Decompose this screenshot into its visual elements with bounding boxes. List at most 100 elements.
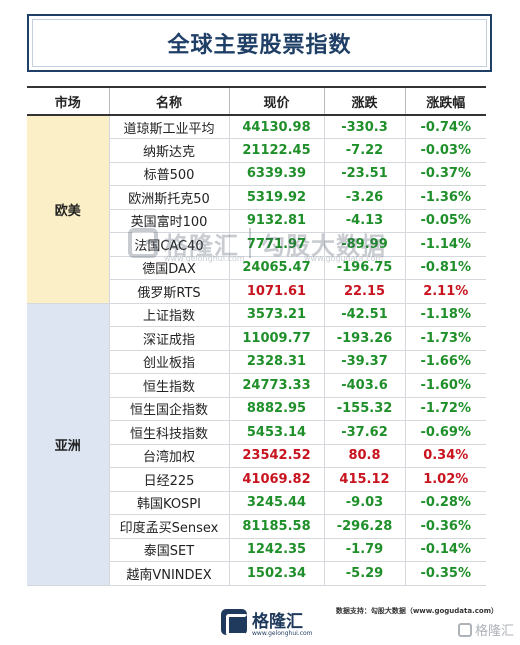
pct-cell: -1.18% [404, 303, 486, 327]
table-row: 恒生指数 24773.33 -403.6 -1.60% [27, 373, 486, 398]
change-cell: 22.15 [323, 279, 405, 304]
change-cell: -330.3 [323, 115, 405, 139]
index-name-cell: 恒生指数 [108, 373, 229, 398]
table-body: 欧美 道琼斯工业平均 44130.98 -330.3 -0.74% 纳斯达克 21122.4… [27, 115, 486, 586]
price-cell: 3573.21 [228, 303, 324, 327]
table-row: 泰国SET 1242.35 -1.79 -0.14% [27, 538, 486, 562]
pct-cell: -0.81% [404, 256, 486, 280]
table-row: 台湾加权 23542.52 80.8 0.34% [27, 444, 486, 468]
table-row: 亚洲 上证指数 3573.21 -42.51 -1.18% [27, 303, 486, 586]
index-name-cell: 英国富时100 [108, 209, 229, 233]
market-cell: 亚洲 [27, 303, 109, 586]
change-cell: -193.26 [323, 326, 405, 351]
change-cell: -7.22 [323, 138, 405, 163]
pct-cell: 0.34% [404, 444, 486, 468]
price-cell: 44130.98 [228, 115, 324, 139]
price-cell: 7771.97 [228, 232, 324, 257]
price-cell: 41069.82 [228, 467, 324, 492]
data-source-note: 数据支持：勾股大数据（www.gogudata.com） [335, 607, 498, 615]
page-title: 全球主要股票指数 [167, 33, 352, 58]
price-cell: 9132.81 [228, 209, 324, 233]
table-row: 印度孟买Sensex 81185.58 -296.28 -0.36% [27, 514, 486, 539]
pct-cell: -1.73% [404, 326, 486, 351]
change-cell: -196.75 [323, 256, 405, 280]
corner-logo-icon [457, 622, 472, 637]
price-cell: 1242.35 [228, 538, 324, 562]
change-cell: -42.51 [323, 303, 405, 327]
change-cell: -37.62 [323, 420, 405, 445]
change-cell: -3.26 [323, 185, 405, 210]
index-name-cell: 泰国SET [108, 538, 229, 562]
change-cell: 80.8 [323, 444, 405, 468]
index-name-cell: 俄罗斯RTS [108, 279, 229, 304]
corner-watermark: 格隆汇 [457, 620, 514, 639]
table-row: 深证成指 11009.77 -193.26 -1.73% [27, 326, 486, 351]
table-row: 恒生科技指数 5453.14 -37.62 -0.69% [27, 420, 486, 445]
index-table: 市场 名称 现价 涨跌 涨跌幅 欧美 道琼斯工业平均 44130.98 -330.3-… [27, 86, 486, 586]
price-cell: 6339.39 [228, 162, 324, 186]
title-banner: 全球主要股票指数 [27, 14, 492, 72]
pct-cell: -0.14% [404, 538, 486, 562]
table-row: 欧洲斯托克50 5319.92 -3.26 -1.36% [27, 185, 486, 210]
pct-cell: -0.36% [404, 514, 486, 539]
index-name-cell: 台湾加权 [108, 444, 229, 468]
pct-cell: 1.02% [404, 467, 486, 492]
index-name-cell: 法国CAC40 [108, 232, 229, 257]
table-row: 德国DAX 24065.47 -196.75 -0.81% [27, 256, 486, 280]
table-row: 韩国KOSPI 3245.44 -9.03 -0.28% [27, 491, 486, 515]
header-market: 市场 [27, 86, 109, 116]
pct-cell: -1.66% [404, 350, 486, 374]
table-row: 越南VNINDEX 1502.34 -5.29 -0.35% [27, 561, 486, 586]
corner-watermark-text: 格隆汇 [474, 624, 514, 639]
change-cell: 415.12 [323, 467, 405, 492]
index-name-cell: 道琼斯工业平均 [108, 115, 229, 139]
index-name-cell: 深证成指 [108, 326, 229, 351]
price-cell: 23542.52 [228, 444, 324, 468]
price-cell: 81185.58 [228, 514, 324, 539]
change-cell: -155.32 [323, 397, 405, 421]
price-cell: 24773.33 [228, 373, 324, 398]
change-cell: -4.13 [323, 209, 405, 233]
price-cell: 2328.31 [228, 350, 324, 374]
index-name-cell: 越南VNINDEX [108, 561, 229, 586]
index-name-cell: 德国DAX [108, 256, 229, 280]
pct-cell: -0.03% [404, 138, 486, 163]
index-name-cell: 日经225 [108, 467, 229, 492]
price-cell: 3245.44 [228, 491, 324, 515]
table-row: 法国CAC40 7771.97 -89.99 -1.14% [27, 232, 486, 257]
table-header-row: 市场 名称 现价 涨跌 涨跌幅 [27, 86, 486, 116]
change-cell: -39.37 [323, 350, 405, 374]
change-cell: -23.51 [323, 162, 405, 186]
index-name-cell: 纳斯达克 [108, 138, 229, 163]
index-name-cell: 欧洲斯托克50 [108, 185, 229, 210]
price-cell: 1502.34 [228, 561, 324, 586]
pct-cell: -0.69% [404, 420, 486, 445]
change-cell: -296.28 [323, 514, 405, 539]
pct-cell: -1.72% [404, 397, 486, 421]
table-row: 日经225 41069.82 415.12 1.02% [27, 467, 486, 492]
pct-cell: -0.74% [404, 115, 486, 139]
index-name-cell: 标普500 [108, 162, 229, 186]
index-name-cell: 恒生科技指数 [108, 420, 229, 445]
index-name-cell: 印度孟买Sensex [108, 514, 229, 539]
table-row: 创业板指 2328.31 -39.37 -1.66% [27, 350, 486, 374]
header-pct: 涨跌幅 [404, 86, 486, 116]
pct-cell: -0.35% [404, 561, 486, 586]
header-name: 名称 [108, 86, 229, 116]
footer-logo-url: www.gelonghui.com [252, 630, 313, 637]
change-cell: -9.03 [323, 491, 405, 515]
footer-logo-text: 格隆汇 [252, 612, 303, 632]
pct-cell: -1.60% [404, 373, 486, 398]
price-cell: 24065.47 [228, 256, 324, 280]
change-cell: -5.29 [323, 561, 405, 586]
price-cell: 11009.77 [228, 326, 324, 351]
index-name-cell: 恒生国企指数 [108, 397, 229, 421]
price-cell: 8882.95 [228, 397, 324, 421]
change-cell: -89.99 [323, 232, 405, 257]
table-row: 欧美 道琼斯工业平均 44130.98 -330.3 -0.74% [27, 115, 486, 304]
price-cell: 21122.45 [228, 138, 324, 163]
pct-cell: -1.36% [404, 185, 486, 210]
brand-logo-icon [221, 609, 248, 636]
footer-logo: 格隆汇 www.gelonghui.com [221, 607, 313, 637]
price-cell: 5319.92 [228, 185, 324, 210]
